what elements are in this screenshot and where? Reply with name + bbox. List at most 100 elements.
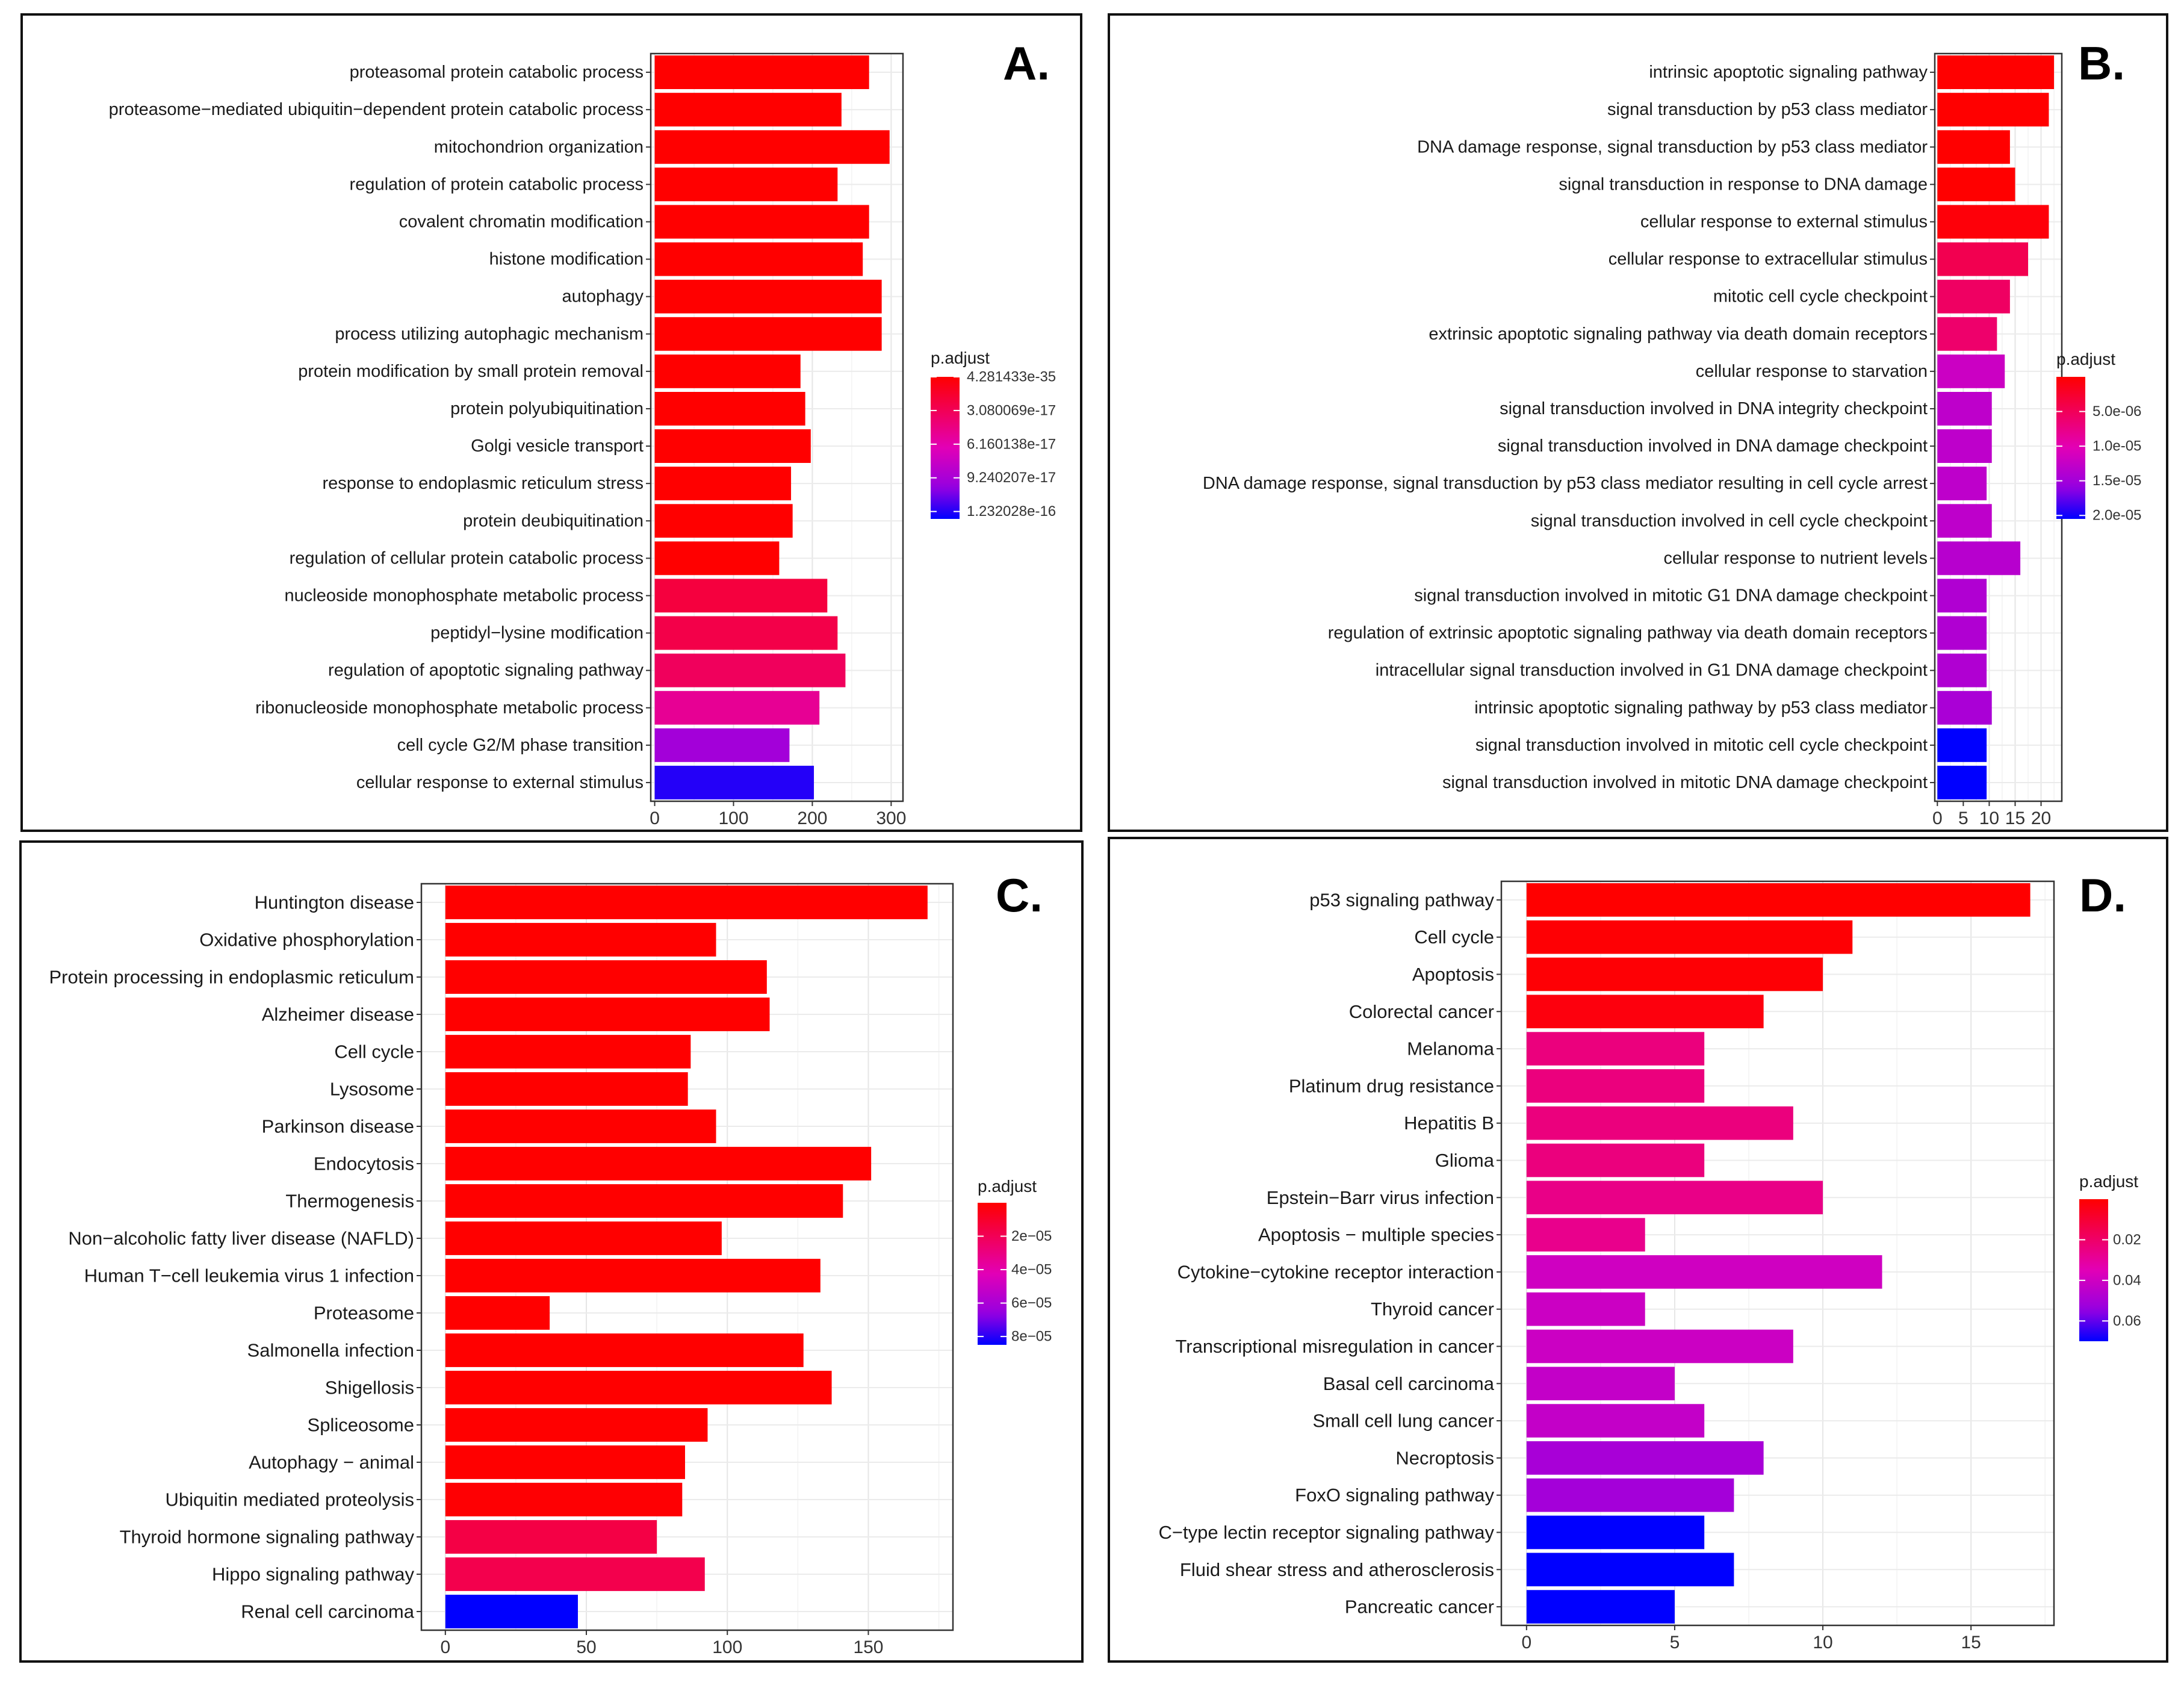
chart-c-category-label: Ubiquitin mediated proteolysis [165, 1489, 414, 1510]
chart-b-bar [1937, 279, 2010, 314]
chart-b-category-label: intracellular signal transduction involv… [1376, 661, 1928, 680]
chart-d-legend-label: 0.04 [2113, 1272, 2141, 1288]
chart-c-category-label: Parkinson disease [262, 1116, 414, 1137]
chart-b-category-label: regulation of extrinsic apoptotic signal… [1328, 624, 1928, 643]
chart-b-legend-colorbar [2056, 377, 2085, 519]
chart-b-bar [1937, 653, 1987, 687]
chart-a-bar [654, 93, 842, 127]
chart-d-category-label: Colorectal cancer [1349, 1001, 1494, 1022]
chart-d-bar [1526, 1106, 1793, 1140]
chart-d-category-label: Basal cell carcinoma [1323, 1373, 1495, 1394]
chart-c-bar [445, 1072, 688, 1106]
chart-b-legend-label: 2.0e-05 [2092, 507, 2141, 524]
chart-b-category-label: cellular response to starvation [1696, 362, 1928, 381]
chart-c-bar [445, 1520, 657, 1554]
chart-a-legend-colorbar [931, 377, 960, 519]
chart-c-bar [445, 1109, 716, 1143]
chart-a-legend-label: 6.160138e-17 [967, 436, 1056, 452]
chart-a-category-label: protein modification by small protein re… [298, 362, 644, 381]
chart-b-category-label: intrinsic apoptotic signaling pathway [1649, 63, 1928, 82]
panel-label-c: C. [996, 869, 1043, 922]
chart-d-bar [1526, 957, 1823, 991]
chart-a-x-tick-label: 0 [650, 808, 660, 828]
chart-d-category-label: Pancreatic cancer [1345, 1596, 1494, 1618]
panel-label-b: B. [2078, 37, 2125, 90]
chart-c-legend-label: 2e−05 [1011, 1228, 1052, 1244]
chart-d-category-label: C−type lectin receptor signaling pathway [1159, 1522, 1495, 1543]
chart-b-category-label: cellular response to nutrient levels [1664, 548, 1928, 568]
chart-a-category-label: response to endoplasmic reticulum stress [322, 474, 644, 493]
chart-a-category-label: histone modification [489, 250, 644, 269]
chart-a-bar [654, 317, 882, 351]
chart-d-bar [1526, 1143, 1705, 1177]
chart-d-category-label: Cytokine−cytokine receptor interaction [1177, 1261, 1494, 1282]
chart-b-bar [1937, 541, 2021, 576]
panel-label-a: A. [1003, 37, 1050, 90]
chart-b-bar [1937, 205, 2049, 239]
chart-b-category-label: cellular response to extracellular stimu… [1609, 250, 1928, 269]
chart-c-category-label: Hippo signaling pathway [212, 1564, 415, 1585]
chart-d-bar [1526, 1032, 1705, 1066]
chart-c-category-label: Salmonella infection [247, 1340, 414, 1361]
chart-c-category-label: Oxidative phosphorylation [199, 929, 414, 951]
chart-c-bar [445, 960, 767, 994]
chart-c-bar [445, 1408, 708, 1442]
chart-c-legend-colorbar [978, 1203, 1007, 1345]
chart-b-category-label: mitotic cell cycle checkpoint [1713, 287, 1928, 306]
chart-d-bar [1526, 1441, 1764, 1475]
chart-panel-b: intrinsic apoptotic signaling pathway sig… [1108, 13, 2168, 832]
chart-a-plot-border [650, 52, 904, 802]
chart-c-legend-label: 6e−05 [1011, 1295, 1052, 1311]
chart-c-x-tick-label: 0 [440, 1637, 450, 1657]
chart-b-legend-label: 5.0e-06 [2092, 403, 2141, 420]
chart-b-bar [1937, 392, 1992, 426]
chart-a-bar [654, 653, 846, 687]
chart-a-bar [654, 392, 805, 426]
chart-c-legend-label: 8e−05 [1011, 1329, 1052, 1345]
chart-d-category-label: Hepatitis B [1404, 1112, 1494, 1134]
chart-d-legend-colorbar [2079, 1199, 2108, 1341]
chart-b-x-tick-label: 0 [1932, 808, 1943, 828]
chart-c-bar [445, 923, 716, 957]
chart-d-bar [1526, 994, 1764, 1029]
chart-c-x-tick-label: 50 [576, 1637, 596, 1657]
chart-c-category-label: Renal cell carcinoma [241, 1601, 414, 1622]
chart-b-bar [1937, 504, 1992, 538]
chart-d-x-tick-label: 0 [1521, 1633, 1531, 1652]
chart-b-category-label: signal transduction involved in cell cyc… [1531, 511, 1928, 530]
chart-a-bar [654, 766, 814, 799]
chart-a-x-tick-label: 100 [718, 808, 748, 828]
chart-b-category-label: cellular response to external stimulus [1640, 212, 1928, 231]
chart-panel-a: proteasomal protein catabolic process pro… [20, 13, 1082, 832]
chart-c-category-label: Thyroid hormone signaling pathway [120, 1527, 415, 1548]
chart-d-category-label: Apoptosis [1412, 964, 1494, 985]
chart-a-bar [654, 467, 792, 501]
chart-d-category-label: Necroptosis [1395, 1447, 1494, 1468]
chart-c-category-label: Lysosome [330, 1079, 414, 1100]
chart-d-svg: p53 signaling pathway Cell cycle Apoptosis… [1159, 880, 2141, 1652]
chart-b-x-tick-label: 20 [2031, 808, 2051, 828]
chart-a-legend-label: 3.080069e-17 [967, 402, 1056, 418]
chart-b-svg: intrinsic apoptotic signaling pathway sig… [1203, 52, 2141, 828]
chart-c-category-label: Autophagy − animal [249, 1452, 414, 1473]
chart-a-category-label: protein deubiquitination [463, 511, 644, 530]
chart-b-bar [1937, 690, 1992, 725]
chart-b-legend-title: p.adjust [2056, 350, 2115, 368]
chart-d-bar [1526, 1404, 1705, 1438]
chart-b-bar [1937, 728, 1987, 762]
chart-a-legend-label: 1.232028e-16 [967, 503, 1056, 520]
chart-b-category-label: signal transduction involved in mitotic … [1475, 736, 1928, 755]
chart-c-bar [445, 1147, 872, 1181]
chart-d-bar [1526, 1367, 1675, 1401]
chart-d-bar [1526, 1218, 1645, 1252]
chart-a-category-label: regulation of apoptotic signaling pathwa… [328, 661, 644, 680]
chart-b-legend-label: 1.5e-05 [2092, 473, 2141, 489]
chart-a-bar [654, 242, 863, 276]
chart-a-legend-label: 4.281433e-35 [967, 369, 1056, 385]
chart-c-category-label: Thermogenesis [285, 1191, 414, 1212]
chart-d-bar [1526, 1069, 1705, 1103]
chart-c-bar [445, 1184, 843, 1218]
chart-b-category-label: DNA damage response, signal transduction… [1417, 137, 1928, 157]
chart-a-svg: proteasomal protein catabolic process pro… [109, 52, 1056, 828]
chart-a-legend-title: p.adjust [931, 349, 990, 367]
